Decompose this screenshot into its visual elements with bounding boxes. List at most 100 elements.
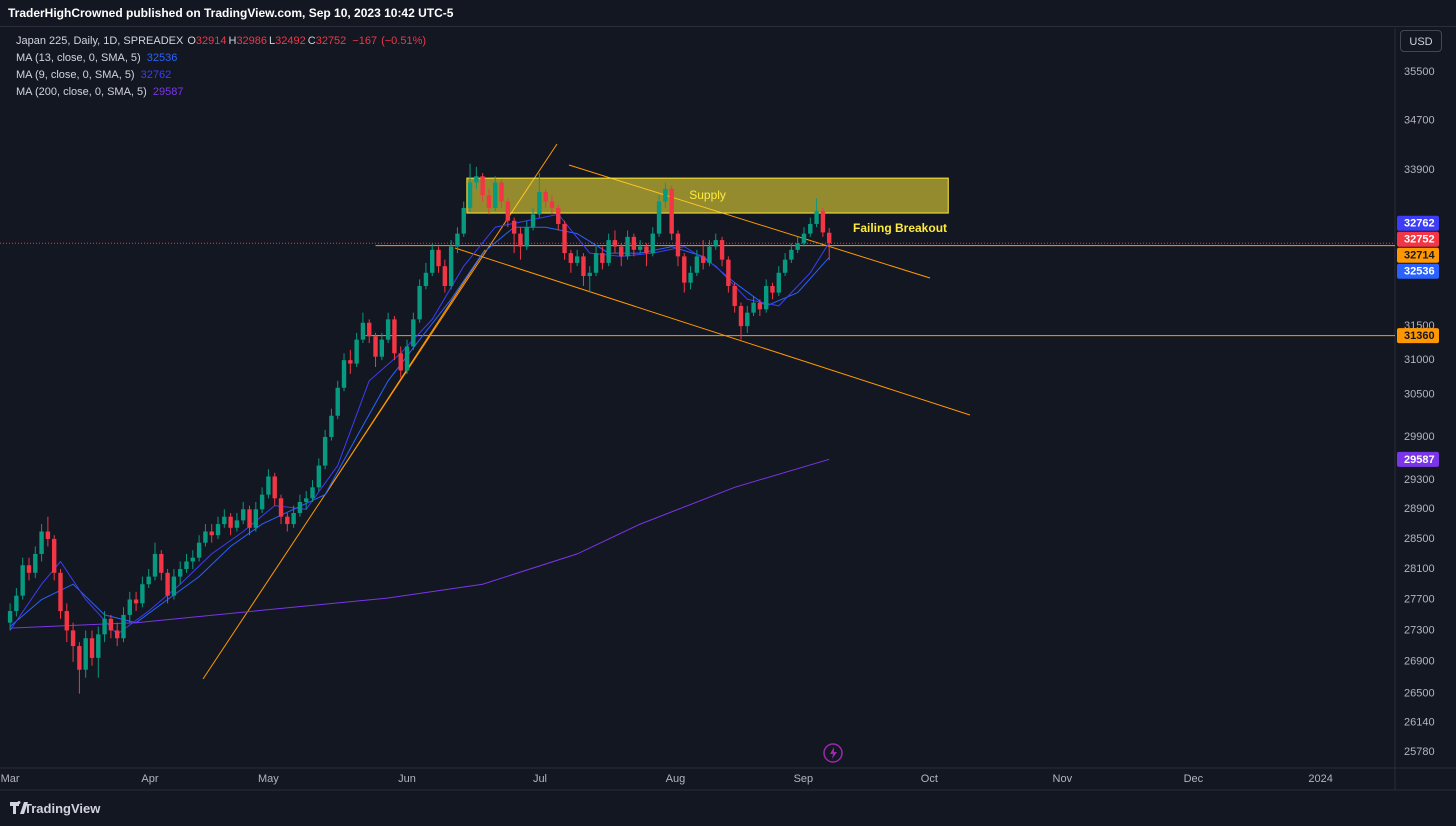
candle-body	[581, 256, 586, 277]
candle-body	[619, 246, 624, 257]
candle-body	[700, 256, 706, 263]
candle-body	[310, 487, 315, 499]
candle-body	[7, 611, 13, 623]
candle-body	[58, 572, 63, 612]
candle-body	[70, 630, 76, 647]
ohlc-label: L	[269, 35, 276, 47]
candle-body	[51, 538, 57, 573]
candle-body	[83, 638, 88, 670]
candle-body	[411, 319, 416, 347]
ma-value: 29587	[152, 86, 184, 98]
candle-body	[379, 339, 385, 357]
candle-body	[631, 236, 637, 250]
footer: TradingView	[8, 800, 100, 818]
candle-body	[650, 233, 655, 254]
candle-body	[745, 312, 750, 327]
change-pct: (−0.51%)	[381, 35, 427, 47]
candle-body	[556, 207, 561, 224]
price-label: 31360	[1404, 330, 1435, 342]
candle-body	[713, 240, 718, 247]
candle-body	[625, 236, 630, 257]
alert-circle[interactable]	[823, 743, 843, 763]
candle-body	[423, 272, 429, 286]
legend-row: Japan 225, Daily, 1D, SPREADEX O32914 H329…	[16, 33, 430, 50]
candle-body	[291, 512, 296, 525]
candle-body	[89, 638, 95, 658]
price-label-box	[1397, 328, 1439, 344]
y-tick-label: 26900	[1404, 656, 1435, 668]
x-tick-label: Apr	[141, 773, 158, 785]
candle-body	[234, 520, 240, 528]
candle-body	[77, 646, 82, 670]
candle-body	[241, 509, 246, 521]
candle-body	[814, 211, 819, 224]
candle-body	[606, 240, 611, 263]
ohlc-label: H	[228, 35, 237, 47]
candle-body	[587, 272, 592, 277]
candle-body	[493, 182, 498, 208]
candle-body	[96, 634, 101, 658]
y-tick-label: 28100	[1404, 563, 1435, 575]
x-tick-label: Nov	[1053, 773, 1073, 785]
supply-zone	[466, 177, 949, 214]
y-tick-label: 28900	[1404, 503, 1435, 515]
candle-body	[430, 249, 435, 273]
candle-body	[770, 285, 775, 293]
candle-body	[127, 599, 132, 615]
candle-body	[543, 192, 548, 202]
candle-body	[272, 476, 277, 499]
candle-body	[455, 233, 460, 247]
candle-body	[398, 353, 403, 371]
candle-body	[159, 553, 164, 573]
candle-body	[694, 256, 700, 273]
header: TraderHighCrowned published on TradingVi…	[0, 0, 1456, 27]
candle-body	[196, 542, 202, 558]
candle-body	[278, 498, 284, 517]
candle-body	[682, 256, 687, 283]
ma-name: MA (13, close, 0, SMA, 5)	[16, 52, 141, 64]
x-tick-label: Jun	[398, 773, 416, 785]
candle-body	[114, 630, 120, 639]
ohlc-value: 32752	[315, 35, 347, 47]
candle-body	[826, 232, 832, 244]
y-tick-label: 26500	[1404, 688, 1435, 700]
candle-body	[726, 259, 731, 286]
candle-body	[795, 243, 800, 250]
annotation: Failing Breakout	[853, 221, 947, 235]
candle-body	[190, 557, 196, 562]
candle-body	[732, 285, 737, 306]
candle-body	[184, 561, 189, 570]
candle-body	[763, 285, 769, 310]
ma-legend-row: MA (9, close, 0, SMA, 5) 32762	[16, 67, 430, 84]
y-tick-label: 25780	[1404, 746, 1435, 758]
candle-body	[341, 360, 347, 388]
trend-line	[324, 249, 486, 496]
price-label: 32762	[1404, 218, 1435, 230]
candle-body	[133, 599, 139, 604]
ma-value: 32762	[140, 69, 172, 81]
y-tick-label: 27700	[1404, 593, 1435, 605]
alert-icon[interactable]	[823, 743, 843, 763]
candle-body	[259, 494, 265, 510]
candle-body	[461, 207, 466, 234]
y-tick-label: 29300	[1404, 474, 1435, 486]
ma-name: MA (200, close, 0, SMA, 5)	[16, 86, 147, 98]
candle-body	[669, 188, 674, 234]
alert-bolt[interactable]	[830, 747, 837, 759]
price-label: 32536	[1404, 266, 1435, 278]
candle-body	[600, 253, 605, 263]
candle-body	[373, 336, 378, 357]
currency-button[interactable]: USD	[1400, 30, 1442, 52]
candle-body	[637, 246, 643, 250]
candle-body	[108, 618, 114, 631]
candle-body	[385, 319, 391, 340]
candle-body	[757, 302, 763, 310]
y-tick-label: 31000	[1404, 354, 1435, 366]
y-tick-label: 34700	[1404, 114, 1435, 126]
ohlc-label: C	[307, 35, 316, 47]
candle-body	[707, 246, 712, 263]
candle-body	[656, 201, 662, 234]
candle-body	[165, 572, 170, 596]
